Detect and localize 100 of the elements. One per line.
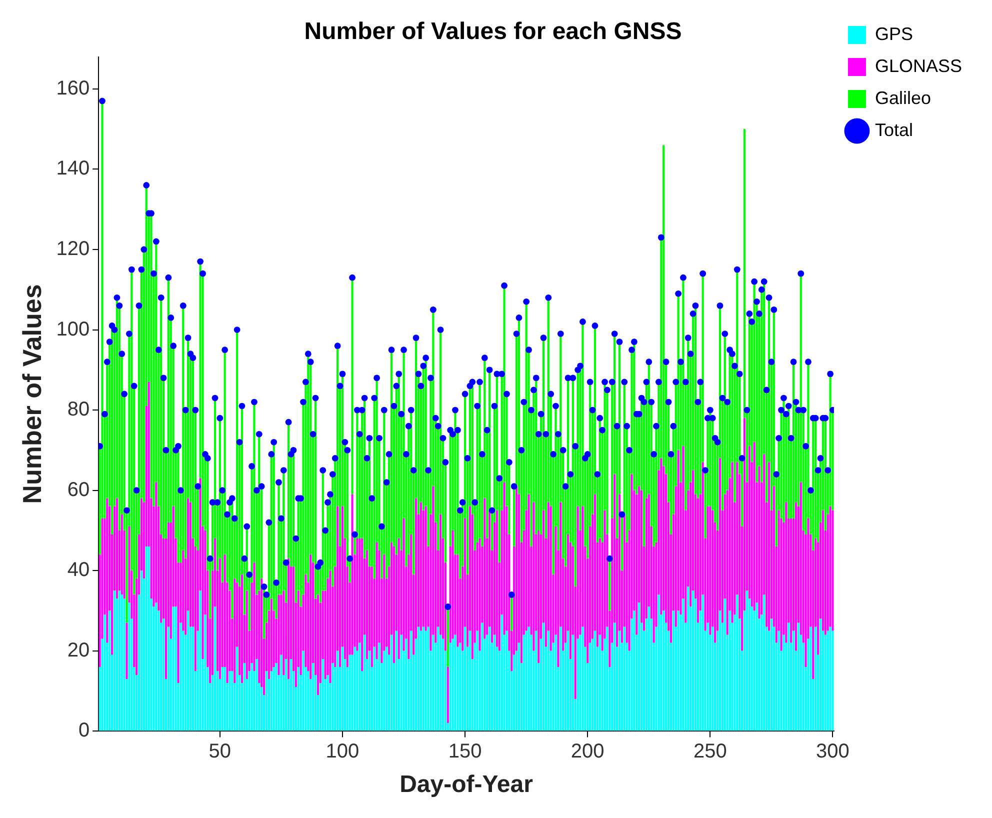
bar <box>560 626 562 731</box>
bar <box>402 518 405 651</box>
bar <box>792 630 795 731</box>
bar <box>478 538 481 651</box>
bar <box>763 594 766 731</box>
bar <box>437 626 440 731</box>
chart-title: Number of Values for each GNSS <box>304 18 682 46</box>
bar <box>304 574 307 667</box>
bar <box>576 638 579 731</box>
bar <box>167 626 170 731</box>
bar <box>278 594 280 675</box>
bar <box>106 498 108 643</box>
bar <box>518 642 520 731</box>
x-tick-label: 300 <box>816 740 850 763</box>
bar <box>358 642 361 731</box>
bar <box>386 646 388 731</box>
bar <box>240 574 244 684</box>
bar <box>535 630 538 731</box>
y-tick-label: 80 <box>67 398 90 421</box>
bar <box>687 586 690 731</box>
bar <box>113 590 116 731</box>
bar <box>373 646 376 731</box>
bar <box>307 670 310 731</box>
x-axis-title: Day-of-Year <box>400 771 533 798</box>
bar <box>422 626 424 731</box>
bar <box>228 670 231 731</box>
bar <box>572 634 574 731</box>
bar <box>452 638 454 731</box>
y-tick-label: 140 <box>56 158 90 180</box>
legend-label: Total <box>874 120 913 140</box>
bar <box>696 498 699 623</box>
bar <box>826 630 829 731</box>
bar <box>420 502 422 631</box>
x-tick-label: 150 <box>448 740 482 763</box>
bar <box>148 546 150 731</box>
bar <box>731 462 734 623</box>
bar <box>180 622 182 731</box>
bar <box>785 502 788 643</box>
y-tick-label: 0 <box>78 720 90 742</box>
bar <box>366 550 368 659</box>
bar <box>589 642 592 731</box>
bar <box>322 658 324 731</box>
bar <box>736 594 738 731</box>
bar <box>484 498 486 639</box>
y-tick-label: 40 <box>67 559 90 582</box>
bar <box>410 630 412 731</box>
bar <box>145 546 148 731</box>
bar <box>797 622 800 731</box>
bar <box>547 630 550 731</box>
bar <box>468 630 471 731</box>
bar <box>728 610 731 731</box>
bar <box>493 634 496 731</box>
bar <box>214 606 216 731</box>
bar <box>672 610 674 731</box>
bar <box>189 502 192 627</box>
bar <box>449 642 452 731</box>
bar <box>633 610 636 731</box>
bar <box>660 458 662 615</box>
bar <box>756 602 758 731</box>
bar <box>542 622 545 731</box>
bar <box>566 630 570 731</box>
bar <box>265 670 268 731</box>
bar <box>614 622 616 731</box>
bar <box>417 626 420 731</box>
bar <box>250 662 253 731</box>
bar <box>481 622 484 731</box>
bar <box>243 662 246 731</box>
bar <box>120 514 123 595</box>
bar <box>361 538 364 671</box>
bar <box>758 466 760 619</box>
bar <box>506 630 508 731</box>
bar <box>126 622 128 680</box>
bar <box>522 634 525 731</box>
bar <box>282 590 285 675</box>
y-tick-label: 120 <box>56 238 90 260</box>
bar <box>824 634 826 731</box>
bar <box>618 630 621 731</box>
bar <box>706 622 709 731</box>
bar <box>218 558 221 680</box>
bar <box>348 654 351 731</box>
bar <box>832 630 834 731</box>
bar <box>368 650 370 731</box>
bar <box>231 670 234 731</box>
bar <box>819 618 822 731</box>
bar <box>718 610 722 731</box>
bar <box>623 626 626 731</box>
bar <box>582 626 584 731</box>
bar <box>528 626 530 731</box>
bar <box>192 626 194 731</box>
bar <box>538 530 540 663</box>
bar <box>272 666 275 731</box>
bar <box>692 590 694 731</box>
bar <box>638 602 640 731</box>
bar <box>280 654 282 731</box>
bar <box>677 610 680 731</box>
bar <box>746 590 748 731</box>
bar <box>104 614 106 731</box>
y-tick-label: 60 <box>67 478 90 501</box>
bar <box>753 442 756 611</box>
bar <box>128 602 130 731</box>
